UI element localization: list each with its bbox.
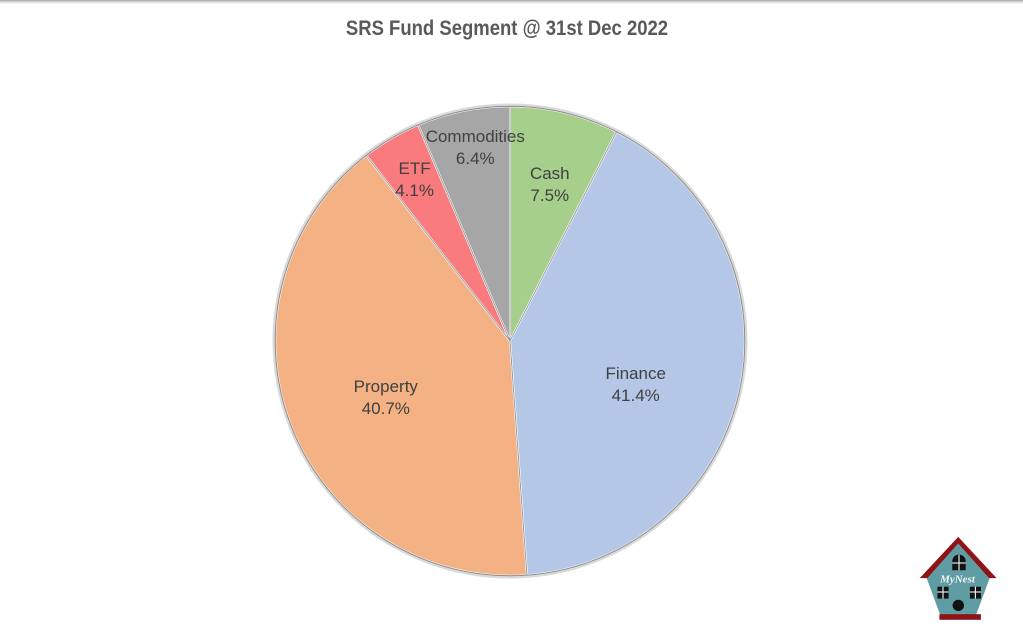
svg-text:MyNest: MyNest (939, 573, 976, 585)
